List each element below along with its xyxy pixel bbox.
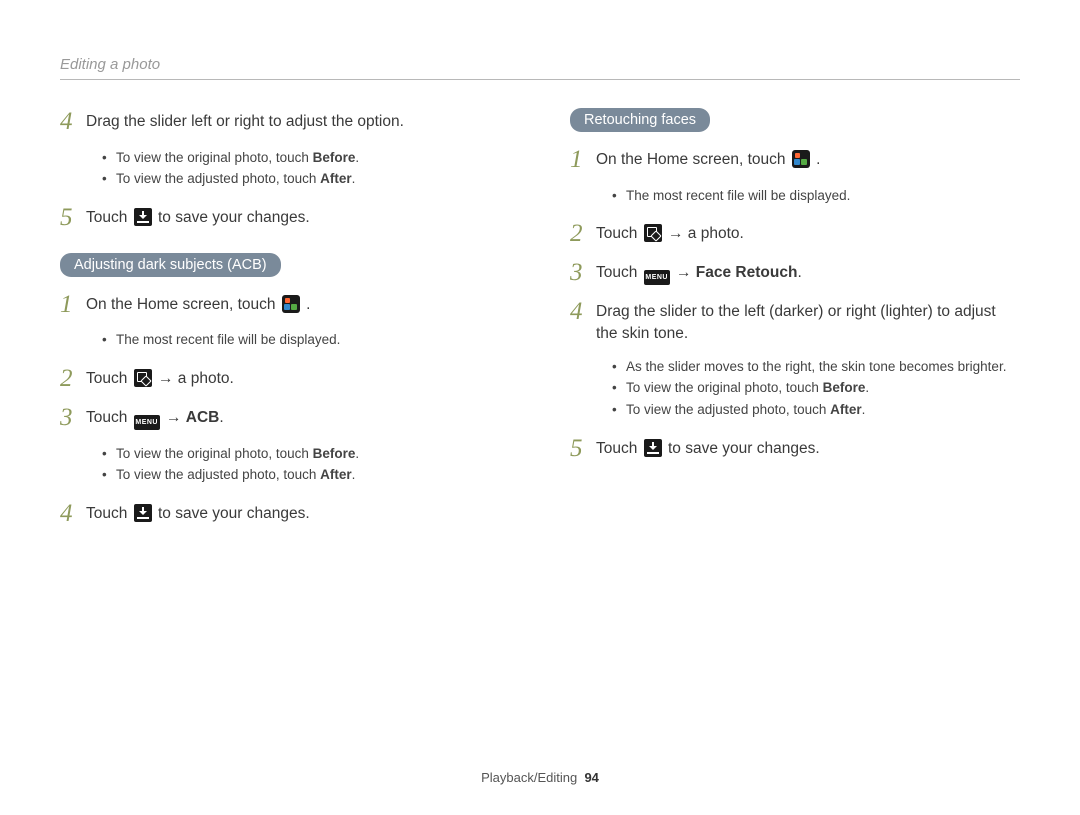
bullet-item: As the slider moves to the right, the sk… xyxy=(612,356,1020,378)
step-item: 4 Drag the slider to the left (darker) o… xyxy=(570,298,1020,346)
step-item: 4 Drag the slider left or right to adjus… xyxy=(60,108,510,137)
bullet-item: The most recent file will be displayed. xyxy=(102,329,510,351)
step-text: Touch to save your changes. xyxy=(86,500,310,525)
section-title: Editing a photo xyxy=(60,56,1020,73)
bullet-list: As the slider moves to the right, the sk… xyxy=(612,356,1020,421)
step-text: On the Home screen, touch . xyxy=(86,291,310,316)
step-number: 5 xyxy=(60,204,86,233)
title-rule xyxy=(60,79,1020,80)
step-text: Touch → a photo. xyxy=(86,365,234,390)
two-column-layout: 4 Drag the slider left or right to adjus… xyxy=(60,108,1020,538)
step-text: Drag the slider left or right to adjust … xyxy=(86,108,404,133)
step-item: 1 On the Home screen, touch . xyxy=(570,146,1020,175)
bullet-list: To view the original photo, touch Before… xyxy=(102,443,510,486)
menu-icon: MENU xyxy=(134,415,160,430)
step-item: 1 On the Home screen, touch . xyxy=(60,291,510,320)
gallery-icon xyxy=(792,150,810,168)
step-item: 2 Touch → a photo. xyxy=(570,220,1020,249)
step-number: 2 xyxy=(570,220,596,249)
left-column: 4 Drag the slider left or right to adjus… xyxy=(60,108,510,538)
footer-section: Playback/Editing xyxy=(481,770,577,785)
step-item: 5 Touch to save your changes. xyxy=(60,204,510,233)
save-icon xyxy=(644,439,662,457)
edit-icon xyxy=(134,369,152,387)
bullet-item: To view the adjusted photo, touch After. xyxy=(102,168,510,190)
step-number: 3 xyxy=(570,259,596,288)
step-number: 1 xyxy=(60,291,86,320)
bullet-item: To view the original photo, touch Before… xyxy=(102,147,510,169)
heading-pill-retouch: Retouching faces xyxy=(570,108,710,132)
bullet-item: To view the original photo, touch Before… xyxy=(102,443,510,465)
step-text: On the Home screen, touch . xyxy=(596,146,820,171)
step-number: 1 xyxy=(570,146,596,175)
bullet-item: To view the original photo, touch Before… xyxy=(612,377,1020,399)
step-number: 4 xyxy=(570,298,596,327)
step-number: 2 xyxy=(60,365,86,394)
step-item: 3 Touch MENU → Face Retouch. xyxy=(570,259,1020,288)
bullet-item: To view the adjusted photo, touch After. xyxy=(102,464,510,486)
heading-pill-acb: Adjusting dark subjects (ACB) xyxy=(60,253,281,277)
edit-icon xyxy=(644,224,662,242)
step-text: Touch to save your changes. xyxy=(596,435,820,460)
step-text: Touch MENU → Face Retouch. xyxy=(596,259,802,285)
bullet-list: The most recent file will be displayed. xyxy=(102,329,510,351)
page-number: 94 xyxy=(584,770,598,785)
page-footer: Playback/Editing 94 xyxy=(0,770,1080,785)
step-text: Touch → a photo. xyxy=(596,220,744,245)
step-number: 3 xyxy=(60,404,86,433)
step-text: Drag the slider to the left (darker) or … xyxy=(596,298,1020,346)
bullet-item: To view the adjusted photo, touch After. xyxy=(612,399,1020,421)
bullet-item: The most recent file will be displayed. xyxy=(612,185,1020,207)
step-text: Touch MENU → ACB. xyxy=(86,404,224,430)
menu-icon: MENU xyxy=(644,270,670,285)
gallery-icon xyxy=(282,295,300,313)
step-number: 5 xyxy=(570,435,596,464)
save-icon xyxy=(134,208,152,226)
step-item: 2 Touch → a photo. xyxy=(60,365,510,394)
manual-page: Editing a photo 4 Drag the slider left o… xyxy=(0,0,1080,815)
right-column: Retouching faces 1 On the Home screen, t… xyxy=(570,108,1020,538)
step-item: 5 Touch to save your changes. xyxy=(570,435,1020,464)
bullet-list: To view the original photo, touch Before… xyxy=(102,147,510,190)
step-item: 3 Touch MENU → ACB. xyxy=(60,404,510,433)
step-text: Touch to save your changes. xyxy=(86,204,310,229)
step-item: 4 Touch to save your changes. xyxy=(60,500,510,529)
step-number: 4 xyxy=(60,500,86,529)
save-icon xyxy=(134,504,152,522)
step-number: 4 xyxy=(60,108,86,137)
bullet-list: The most recent file will be displayed. xyxy=(612,185,1020,207)
